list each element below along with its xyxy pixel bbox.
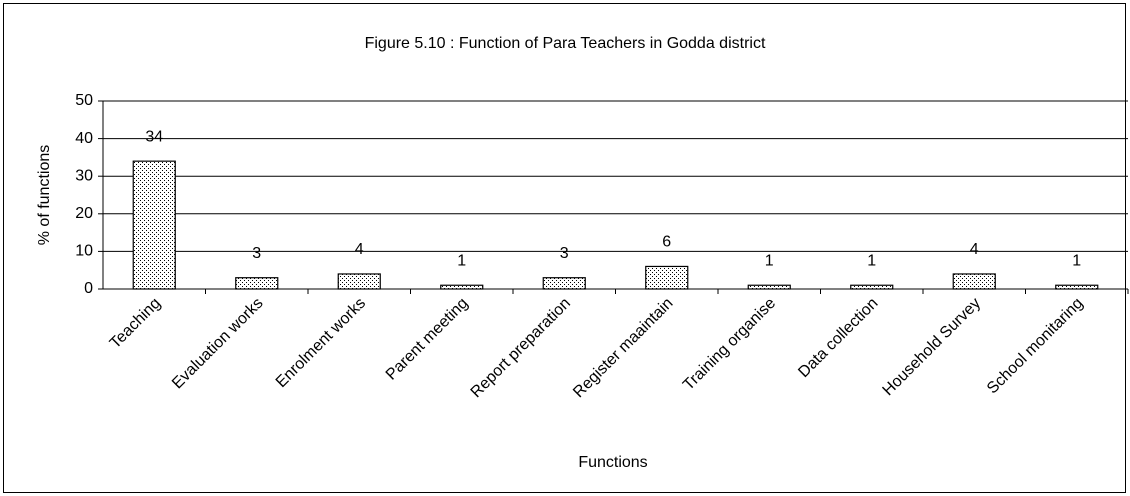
y-tick-label: 0 (84, 280, 93, 297)
x-axis-label: Functions (578, 454, 647, 471)
value-label: 3 (252, 245, 261, 262)
value-label: 34 (145, 128, 163, 145)
y-tick-label: 40 (75, 130, 93, 147)
bar (440, 284, 484, 290)
bar (1055, 284, 1099, 290)
y-tick-label: 30 (75, 167, 93, 184)
bar (952, 273, 996, 290)
bar (747, 284, 791, 290)
chart-border (3, 3, 1126, 493)
bar (850, 284, 894, 290)
bar (542, 277, 586, 290)
bar (337, 273, 381, 290)
y-tick-label: 10 (75, 243, 93, 260)
bar (235, 277, 279, 290)
value-label: 1 (457, 252, 466, 269)
value-label: 4 (355, 241, 364, 258)
value-label: 1 (867, 252, 876, 269)
value-label: 6 (662, 234, 671, 251)
chart-title: Figure 5.10 : Function of Para Teachers … (365, 35, 766, 52)
y-tick-label: 50 (75, 92, 93, 109)
y-axis-label: % of functions (36, 145, 53, 246)
y-tick-label: 20 (75, 205, 93, 222)
value-label: 3 (560, 245, 569, 262)
bar (645, 265, 689, 290)
value-label: 1 (765, 252, 774, 269)
value-label: 4 (970, 241, 979, 258)
bar (132, 160, 176, 290)
value-label: 1 (1072, 252, 1081, 269)
